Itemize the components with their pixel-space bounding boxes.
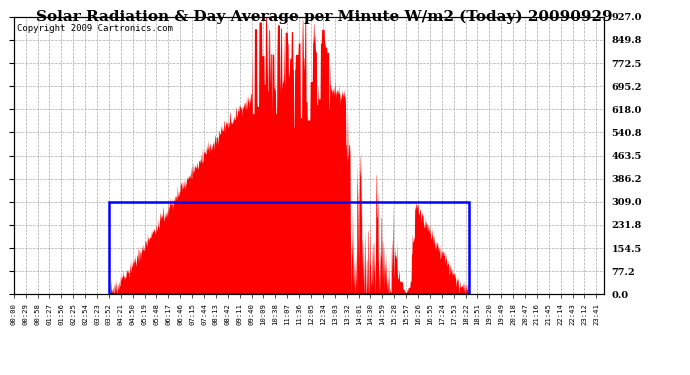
Text: Solar Radiation & Day Average per Minute W/m2 (Today) 20090929: Solar Radiation & Day Average per Minute… (36, 9, 613, 24)
Bar (109, 202, 469, 294)
Text: Copyright 2009 Cartronics.com: Copyright 2009 Cartronics.com (17, 24, 172, 33)
